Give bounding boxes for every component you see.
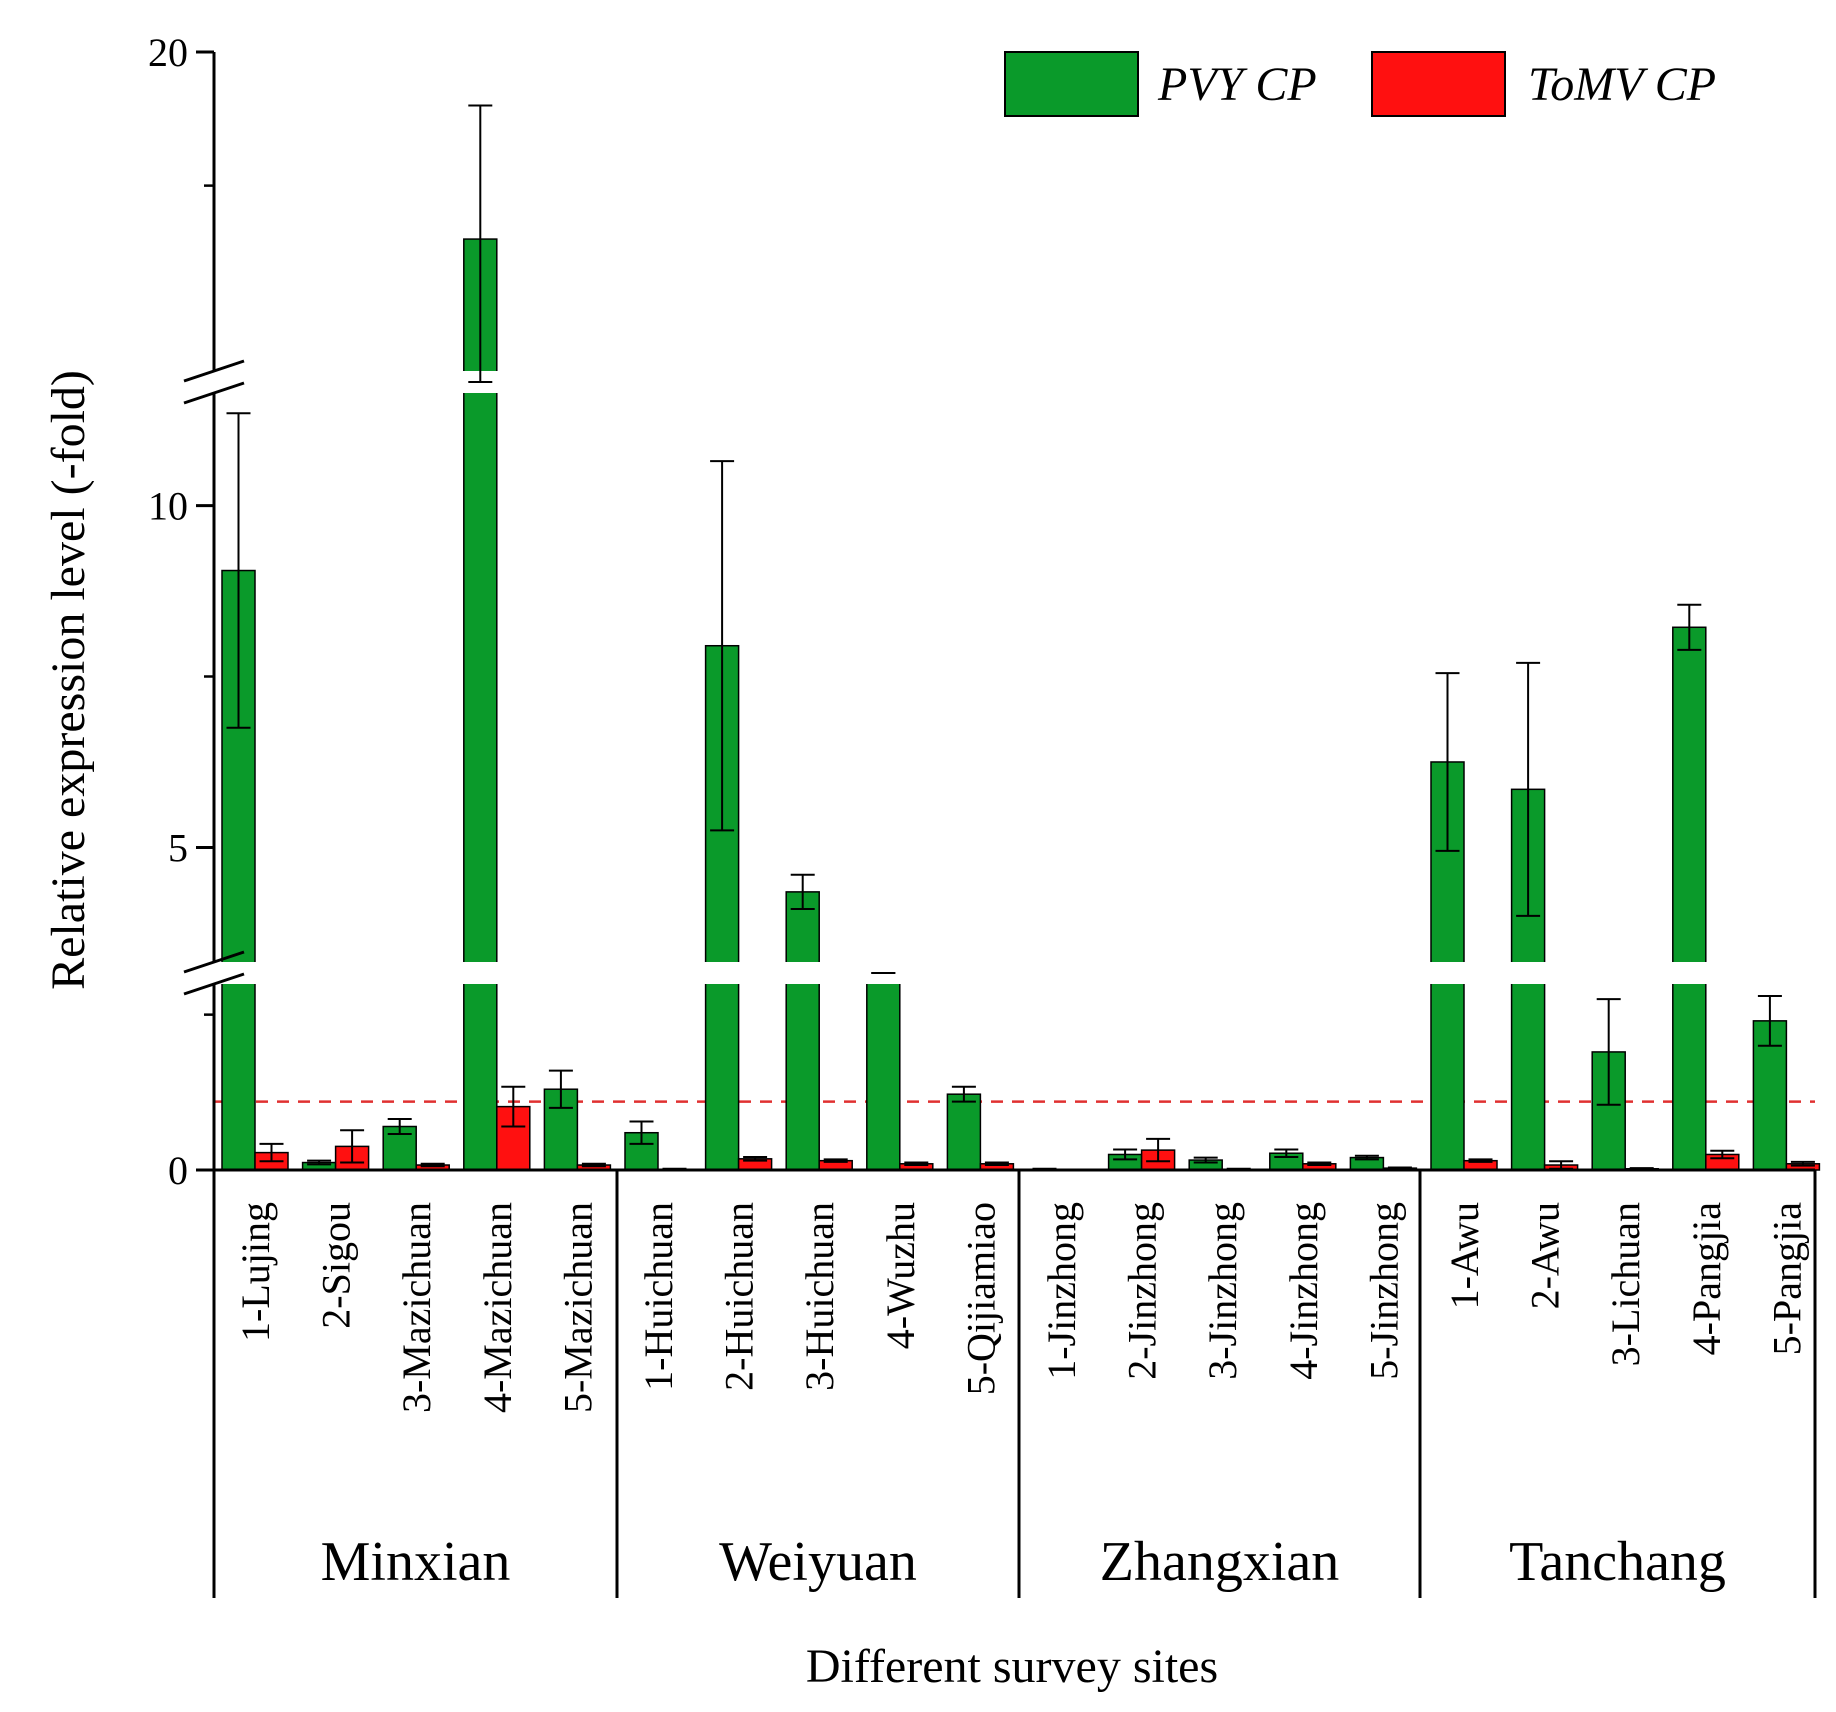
y-tick-label: 20 <box>148 30 188 75</box>
site-label: 3-Huichuan <box>797 1202 842 1391</box>
y-tick-label: 10 <box>148 484 188 529</box>
axes-layer: 0 5 10 20 1-Lujing 2-Sigou 3-Mazichuan 4-Mazich… <box>148 30 1817 1598</box>
y-tick-label: 5 <box>168 825 188 870</box>
site-label: 5-Jinzhong <box>1361 1202 1406 1380</box>
legend-label-pvy: PVY CP <box>1157 58 1317 111</box>
site-label: 1-Jinzhong <box>1039 1202 1084 1380</box>
site-label: 2-Awu <box>1523 1202 1568 1309</box>
site-label: 2-Huichuan <box>717 1202 762 1391</box>
site-label: 1-Huichuan <box>636 1202 681 1391</box>
site-label: 4-Pangjia <box>1684 1202 1729 1356</box>
error-bars-layer <box>226 104 1815 1171</box>
bar-pvy-4-mazichuan <box>463 238 498 1171</box>
site-label: 2-Sigou <box>314 1202 359 1329</box>
site-label: 5-Mazichuan <box>555 1202 600 1413</box>
bar-pvy-4-wuzhu <box>866 972 901 1171</box>
y-axis-title: Relative expression level (-fold) <box>42 370 95 990</box>
site-label: 4-Mazichuan <box>475 1202 520 1413</box>
legend-label-tomv: ToMV CP <box>1528 58 1716 111</box>
bars-layer <box>214 238 1821 1171</box>
group-label-minxian: Minxian <box>321 1531 511 1593</box>
bar-pvy-3-huichuan <box>785 891 820 1171</box>
legend: PVY CP ToMV CP <box>1004 51 1716 117</box>
bar-pvy-4-pangjia <box>1672 626 1707 1171</box>
site-label: 5-Qijiamiao <box>958 1202 1003 1395</box>
y-tick-label: 0 <box>168 1148 188 1193</box>
site-label: 3-Lichuan <box>1603 1202 1648 1366</box>
axis-break-gap <box>184 962 1834 984</box>
group-label-tanchang: Tanchang <box>1509 1531 1726 1593</box>
legend-swatch-tomv <box>1371 51 1506 117</box>
legend-swatch-pvy <box>1004 51 1139 117</box>
group-label-zhangxian: Zhangxian <box>1100 1531 1339 1593</box>
site-label: 4-Wuzhu <box>878 1202 923 1349</box>
bar-pvy-5-qijiamiao <box>946 1093 982 1171</box>
site-label: 2-Jinzhong <box>1120 1202 1165 1380</box>
site-label: 3-Mazichuan <box>394 1202 439 1413</box>
site-label: 3-Jinzhong <box>1200 1202 1245 1380</box>
axis-break-gaps <box>183 359 1834 996</box>
x-axis-title: Different survey sites <box>806 1640 1218 1693</box>
site-label: 4-Jinzhong <box>1281 1202 1326 1380</box>
site-label: 5-Pangjia <box>1764 1202 1809 1356</box>
axis-break-gap <box>184 371 1834 393</box>
site-label: 1-Lujing <box>233 1202 278 1342</box>
site-label: 1-Awu <box>1442 1202 1487 1309</box>
group-label-weiyuan: Weiyuan <box>719 1531 917 1593</box>
